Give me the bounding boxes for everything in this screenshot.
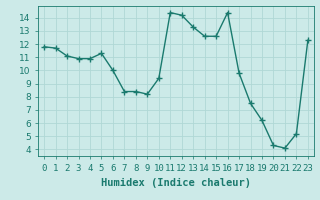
X-axis label: Humidex (Indice chaleur): Humidex (Indice chaleur) bbox=[101, 178, 251, 188]
